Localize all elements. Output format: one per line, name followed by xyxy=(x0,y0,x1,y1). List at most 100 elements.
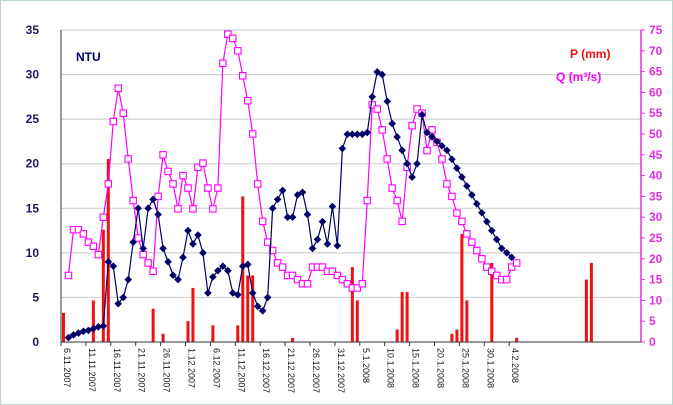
y-right-tick-label: 10 xyxy=(649,293,663,307)
y-left-tick-label: 30 xyxy=(26,68,40,82)
discharge-point xyxy=(244,96,252,105)
precip-bar xyxy=(350,267,354,342)
discharge-point xyxy=(253,180,262,188)
ntu-point xyxy=(179,253,187,262)
discharge-point xyxy=(179,171,187,180)
y-right-tick-labels: 0 5 10 15 20 25 30 35 40 45 50 55 60 65 70 75 xyxy=(649,23,663,349)
discharge-point xyxy=(189,205,197,213)
ntu-point xyxy=(507,253,516,262)
ntu-point xyxy=(64,333,73,342)
discharge-point xyxy=(174,205,182,213)
ntu-point xyxy=(273,195,282,204)
ntu-point xyxy=(423,128,431,137)
precip-bar xyxy=(91,300,95,342)
ntu-point xyxy=(204,289,212,297)
ntu-point xyxy=(159,244,167,253)
ntu-point xyxy=(418,110,426,119)
discharge-point xyxy=(393,196,401,205)
discharge-point xyxy=(84,238,93,246)
y-left-tick-label: 25 xyxy=(26,112,40,126)
y-right-tick-label: 15 xyxy=(649,273,663,287)
ntu-point xyxy=(343,130,352,139)
ntu-point xyxy=(134,204,142,213)
y-right-tick-label: 40 xyxy=(649,169,663,183)
ntu-point xyxy=(258,307,267,315)
ntu-label: NTU xyxy=(76,50,101,64)
discharge-point xyxy=(443,180,451,188)
ntu-point xyxy=(224,266,232,275)
ntu-point xyxy=(333,241,342,250)
discharge-point xyxy=(473,246,481,255)
ntu-point xyxy=(104,257,113,266)
ntu-series xyxy=(64,68,516,342)
discharge-point xyxy=(423,146,431,155)
discharge-series xyxy=(64,30,521,292)
precip-bar xyxy=(106,158,110,342)
precip-bar xyxy=(465,300,469,342)
precip-bar xyxy=(450,333,454,342)
discharge-point xyxy=(89,242,98,251)
discharge-point xyxy=(79,230,88,238)
precip-bar xyxy=(490,262,494,342)
ntu-point xyxy=(323,240,332,248)
discharge-point xyxy=(318,263,327,271)
discharge-point xyxy=(258,217,267,226)
discharge-point xyxy=(413,105,421,113)
discharge-point xyxy=(109,117,118,126)
ntu-point xyxy=(238,262,247,271)
ntu-point xyxy=(468,191,476,199)
y-right-tick-label: 5 xyxy=(649,314,656,328)
ntu-point xyxy=(303,210,312,219)
discharge-point xyxy=(398,217,406,226)
discharge-point xyxy=(373,105,381,113)
y-left-tick-label: 5 xyxy=(32,290,39,304)
y-left-tick-label: 20 xyxy=(26,157,40,171)
discharge-point xyxy=(134,234,142,242)
precip-bar xyxy=(405,292,409,342)
y-right-tick-label: 35 xyxy=(649,189,663,203)
discharge-label: Q (m³/s) xyxy=(556,70,601,84)
precip-bar xyxy=(584,279,588,342)
ntu-point xyxy=(124,275,133,284)
axes xyxy=(60,29,645,346)
precip-bar xyxy=(61,312,65,342)
ntu-point xyxy=(378,70,387,79)
discharge-point xyxy=(383,155,391,163)
ntu-point xyxy=(492,235,501,244)
ntu-point xyxy=(129,238,138,246)
x-tick-label: 6.12.2007 xyxy=(211,348,221,388)
precip-bar xyxy=(395,329,399,342)
discharge-point xyxy=(124,155,132,163)
ntu-point xyxy=(398,146,406,155)
discharge-point xyxy=(273,259,282,267)
ntu-point xyxy=(353,130,362,139)
x-tick-label: 21.12.2007 xyxy=(286,348,296,393)
x-tick-label: 1.12.2007 xyxy=(187,348,197,388)
ntu-point xyxy=(243,260,252,269)
discharge-point xyxy=(199,159,207,167)
discharge-point xyxy=(368,101,376,109)
precip-bar xyxy=(186,321,190,342)
ntu-point xyxy=(139,244,147,253)
ntu-point xyxy=(487,226,496,235)
discharge-point xyxy=(154,192,162,201)
discharge-point xyxy=(149,267,157,276)
ntu-point xyxy=(453,164,461,172)
ntu-point xyxy=(268,204,277,213)
discharge-point xyxy=(139,250,147,259)
x-tick-label: 5.1.2008 xyxy=(361,348,371,383)
ntu-point xyxy=(288,213,297,221)
discharge-point xyxy=(288,271,297,280)
ntu-point xyxy=(448,155,456,164)
ntu-point xyxy=(408,173,416,181)
x-tick-label: 10.1.2008 xyxy=(386,348,396,388)
discharge-point xyxy=(204,184,212,192)
discharge-point xyxy=(358,280,367,288)
ntu-point xyxy=(443,146,451,155)
y-right-tick-label: 30 xyxy=(649,210,663,224)
discharge-point xyxy=(129,196,137,205)
discharge-point xyxy=(99,213,108,221)
y-right-tick-label: 70 xyxy=(649,44,663,58)
ntu-point xyxy=(119,293,128,302)
discharge-point xyxy=(104,180,113,188)
